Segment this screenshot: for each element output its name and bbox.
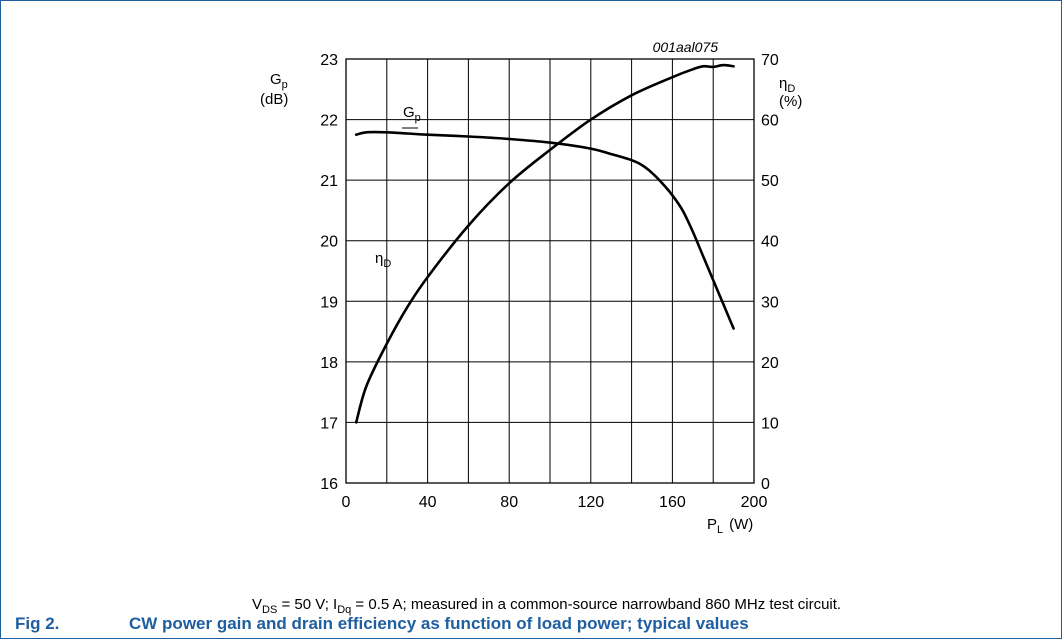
figure-title: CW power gain and drain efficiency as fu… — [129, 614, 749, 633]
y-left-tick-label: 16 — [320, 476, 338, 493]
y-left-tick-label: 18 — [320, 355, 338, 372]
reference-code: 001aal075 — [653, 39, 719, 55]
x-tick-label: 40 — [419, 494, 437, 511]
axis-ticks: 0 40 80 120 160 200 16 17 18 19 20 21 22 23 0 10 20 30 40 5… — [320, 52, 779, 511]
y-left-tick-label: 21 — [320, 173, 338, 190]
x-tick-label: 0 — [342, 494, 351, 511]
y-right-unit: (%) — [779, 93, 802, 110]
y-right-tick-label: 30 — [761, 294, 779, 311]
series-label-gp: Gp — [403, 104, 421, 124]
figure-caption: Fig 2. CW power gain and drain efficiency… — [15, 614, 749, 634]
y-right-label: ηD — [779, 75, 795, 95]
y-left-tick-label: 17 — [320, 415, 338, 432]
series-label-etad: ηD — [375, 250, 391, 270]
figure-number: Fig 2. — [15, 614, 60, 633]
y-right-tick-label: 40 — [761, 234, 779, 251]
y-left-tick-label: 23 — [320, 52, 338, 69]
y-left-label: Gp — [270, 71, 288, 91]
y-left-tick-label: 20 — [320, 234, 338, 251]
x-tick-label: 120 — [577, 494, 604, 511]
y-right-tick-label: 0 — [761, 476, 770, 493]
y-left-tick-label: 19 — [320, 294, 338, 311]
series-line-gain — [354, 130, 735, 330]
y-left-tick-label: 22 — [320, 113, 338, 130]
plot-frame — [345, 58, 755, 484]
x-tick-label: 160 — [659, 494, 686, 511]
y-right-tick-label: 10 — [761, 415, 779, 432]
y-right-tick-label: 70 — [761, 52, 779, 69]
y-left-unit: (dB) — [260, 91, 288, 108]
x-tick-label: 200 — [741, 494, 768, 511]
x-label: PL (W) — [707, 516, 753, 536]
x-tick-label: 80 — [500, 494, 518, 511]
series-layer — [354, 63, 735, 424]
series-line-efficiency — [354, 63, 735, 424]
y-right-tick-label: 50 — [761, 173, 779, 190]
y-right-tick-label: 20 — [761, 355, 779, 372]
y-right-tick-label: 60 — [761, 113, 779, 130]
grid-lines — [346, 59, 754, 483]
test-conditions: VDS = 50 V; IDq = 0.5 A; measured in a c… — [252, 596, 842, 616]
